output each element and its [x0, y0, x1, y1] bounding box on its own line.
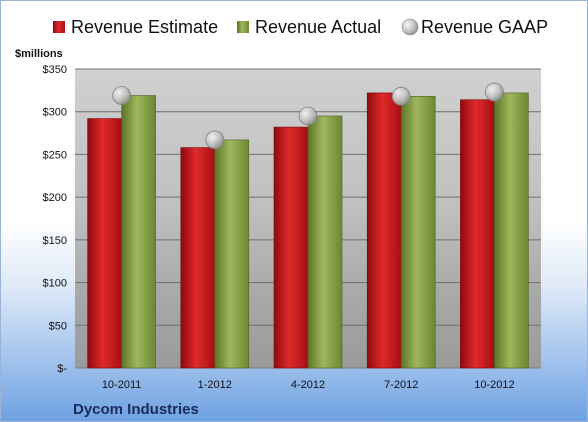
legend-item-estimate: Revenue Estimate: [53, 17, 218, 37]
gaap-marker: [298, 106, 318, 126]
legend-label: Revenue Estimate: [71, 17, 218, 37]
legend: Revenue Estimate Revenue Actual Revenue GA…: [53, 17, 548, 37]
actual-bar: [121, 95, 156, 369]
gaap-marker: [112, 86, 131, 105]
legend-swatch: [237, 21, 249, 33]
x-tick-label: 10-2012: [474, 379, 514, 391]
estimate-bar: [366, 92, 402, 369]
y-tick-label: $150: [43, 235, 67, 247]
gaap-marker: [205, 130, 225, 150]
y-tick-label: $50: [49, 320, 67, 332]
legend-label: Revenue Actual: [255, 17, 381, 37]
estimate-bar: [87, 118, 122, 369]
company-name: Dycom Industries: [73, 401, 199, 418]
legend-swatch: [401, 18, 419, 36]
x-tick-label: 7-2012: [384, 379, 418, 391]
legend-item-gaap: Revenue GAAP: [401, 17, 548, 37]
legend-swatch: [53, 21, 65, 33]
gaap-marker: [484, 82, 504, 102]
estimate-bar: [180, 147, 216, 369]
actual-bar: [494, 92, 529, 369]
x-axis-ticks: 10-2011 1-2012 4-2012 7-2012 10-2012: [102, 379, 515, 391]
gaap-markers: [112, 82, 504, 150]
gaap-marker: [391, 86, 411, 106]
actual-bar: [400, 96, 436, 369]
bars: [87, 92, 529, 369]
y-tick-label: $250: [43, 149, 67, 161]
y-tick-label: $100: [43, 278, 67, 290]
estimate-bar: [460, 99, 495, 369]
legend-label: Revenue GAAP: [421, 17, 548, 37]
legend-item-actual: Revenue Actual: [237, 17, 381, 37]
x-tick-label: 10-2011: [102, 379, 142, 391]
y-tick-label: $350: [43, 64, 67, 76]
y-axis-ticks: $- $50 $100 $150 $200 $250 $300 $350: [43, 64, 68, 375]
y-tick-label: $300: [43, 107, 67, 119]
unit-label: $millions: [15, 48, 63, 60]
actual-bar: [307, 115, 343, 369]
x-tick-label: 1-2012: [198, 379, 232, 391]
estimate-bar: [273, 126, 309, 369]
x-tick-label: 4-2012: [291, 379, 325, 391]
actual-bar: [214, 139, 250, 369]
y-tick-label: $200: [43, 192, 67, 204]
y-tick-label: $-: [57, 363, 67, 375]
